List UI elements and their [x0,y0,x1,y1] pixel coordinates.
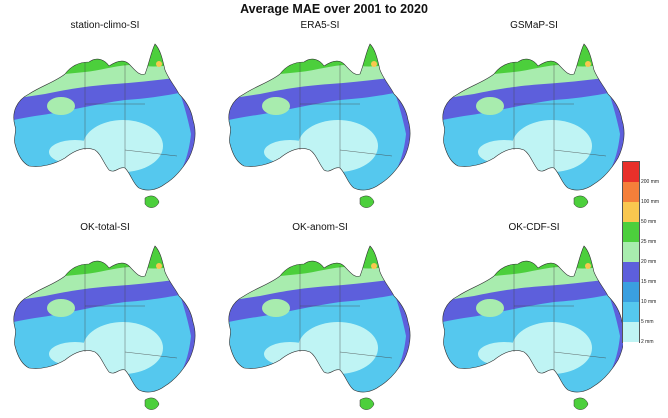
legend-swatch [623,222,639,242]
panel-label: OK-anom-SI [292,222,348,233]
legend-swatch [623,302,639,322]
legend-swatch [623,162,639,182]
map-panel-6: OK-CDF-SI [434,222,634,417]
legend-color-bar [622,161,640,362]
legend-tick-label: 20 mm [641,259,657,265]
legend-tick-label: 5 mm [641,319,654,325]
australia-map [228,43,411,208]
legend-tick-label: 25 mm [641,239,657,245]
panel-label: OK-total-SI [80,222,130,233]
legend-tick-label: 200 mm [641,179,660,185]
map-panel-3: GSMaP-SI [434,20,634,215]
australia-map [228,245,411,410]
map-panel-5: OK-anom-SI [220,222,420,417]
legend-swatch [623,262,639,282]
map-panel-2: ERA5-SI [220,20,420,215]
legend-swatch [623,322,639,342]
legend-tick-label: 100 mm [641,199,660,205]
legend-swatch [623,282,639,302]
legend-swatch [623,182,639,202]
map-title: Average MAE over 2001 to 2020 [240,2,428,16]
legend-tick-label: 2 mm [641,339,654,345]
panel-label: station-climo-SI [70,20,140,31]
panel-label: GSMaP-SI [510,20,558,31]
color-legend: 200 mm 100 mm 50 mm 25 mm 20 mm 15 mm 10 mm 5 m… [622,161,666,362]
australia-map [442,245,625,410]
legend-swatch [623,342,639,362]
australia-map [442,43,625,208]
legend-swatch [623,202,639,222]
legend-swatch [623,242,639,262]
panel-label: ERA5-SI [300,20,340,31]
map-panel-4: OK-total-SI [5,222,205,417]
legend-tick-label: 15 mm [641,279,657,285]
legend-tick-label: 10 mm [641,299,657,305]
australia-map [13,245,196,410]
legend-tick-label: 50 mm [641,219,657,225]
panel-label: OK-CDF-SI [508,222,560,233]
australia-map [13,43,196,208]
map-panel-1: station-climo-SI [5,20,205,215]
